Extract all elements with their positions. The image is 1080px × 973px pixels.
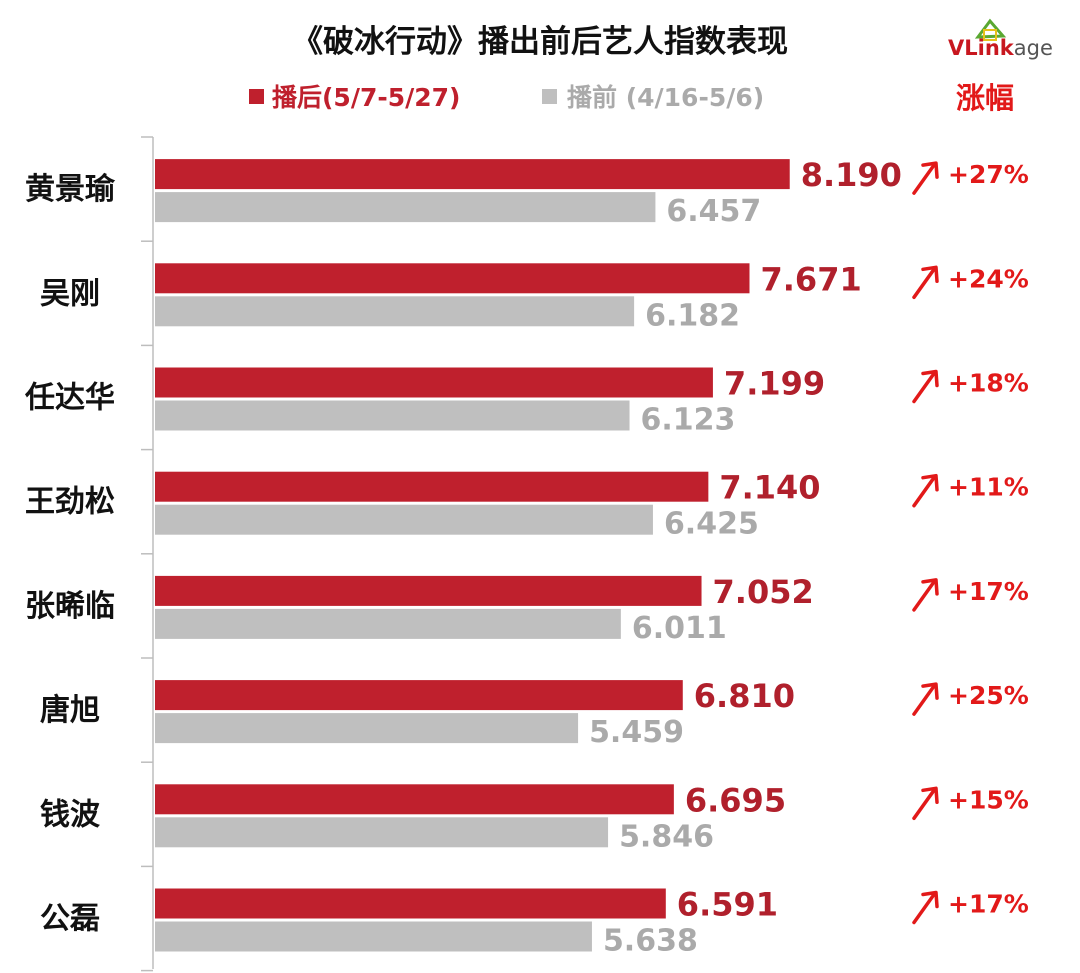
value-label-after: 6.810: [694, 677, 795, 715]
growth-value: +17%: [948, 577, 1029, 606]
chart-title: 《破冰行动》播出前后艺人指数表现: [292, 24, 788, 60]
category-label: 公磊: [40, 902, 100, 937]
up-arrow-icon: [912, 786, 939, 821]
bars-layer: [155, 159, 790, 952]
bar-before: [155, 192, 656, 223]
value-label-after: 6.591: [677, 886, 778, 924]
legend-swatch-after: [249, 89, 264, 104]
growth-value: +27%: [948, 160, 1029, 189]
bar-after: [155, 471, 709, 502]
bar-after: [155, 159, 790, 190]
up-arrow-icon: [912, 473, 939, 508]
bar-before: [155, 400, 630, 431]
value-label-before: 5.638: [603, 924, 698, 959]
category-label: 唐旭: [40, 693, 100, 728]
bar-after: [155, 888, 666, 919]
value-label-after: 7.052: [713, 573, 814, 611]
category-label: 任达华: [24, 381, 115, 416]
value-label-before: 5.846: [619, 819, 714, 854]
value-label-after: 6.695: [685, 781, 786, 819]
bar-after: [155, 784, 674, 815]
value-label-after: 7.671: [761, 260, 862, 298]
up-arrow-icon: [912, 369, 939, 404]
legend-label-after: 播后(5/7-5/27): [272, 83, 460, 112]
category-ticks: [141, 136, 153, 972]
bar-after: [155, 263, 750, 294]
bar-before: [155, 504, 653, 535]
value-label-before: 6.011: [632, 611, 727, 646]
bar-before: [155, 921, 592, 952]
legend-label-before: 播前 (4/16-5/6): [567, 83, 764, 112]
bar-after: [155, 575, 702, 606]
logo-text-main: VLink: [948, 36, 1015, 60]
up-arrow-icon: [912, 265, 939, 300]
up-arrow-icon: [912, 161, 939, 195]
logo-text-suffix: age: [1014, 36, 1053, 60]
value-label-after: 7.199: [724, 365, 825, 403]
category-label: 黄景瑜: [25, 172, 116, 207]
growth-value: +24%: [948, 264, 1029, 293]
category-label: 吴刚: [40, 276, 100, 311]
legend: 播后(5/7-5/27) 播前 (4/16-5/6): [249, 83, 764, 112]
legend-swatch-before: [542, 89, 557, 104]
labels-layer: 黄景瑜 8.190 6.457 +27% 吴刚 7.671 6.182 +24% 任达华 7.19…: [24, 156, 1029, 958]
bar-before: [155, 713, 579, 744]
category-label: 张晞临: [25, 589, 115, 624]
growth-value: +18%: [948, 369, 1029, 398]
logo-text: VLinkage: [948, 36, 1053, 60]
bar-before: [155, 817, 609, 848]
value-label-before: 6.182: [645, 298, 740, 333]
value-label-before: 6.425: [664, 507, 759, 542]
up-arrow-icon: [912, 682, 939, 716]
growth-value: +11%: [948, 473, 1029, 502]
value-label-before: 6.123: [641, 403, 736, 438]
growth-value: +15%: [948, 785, 1029, 814]
value-label-after: 7.140: [719, 469, 820, 507]
category-label: 王劲松: [25, 485, 115, 520]
value-label-before: 6.457: [666, 194, 761, 229]
bar-after: [155, 680, 683, 711]
vlinkage-logo: VLinkage: [948, 18, 1053, 60]
growth-value: +17%: [948, 890, 1029, 919]
growth-header: 涨幅: [956, 81, 1014, 115]
house-logo-icon: [974, 18, 1007, 41]
growth-value: +25%: [948, 681, 1029, 710]
up-arrow-icon: [912, 890, 939, 925]
value-label-after: 8.190: [801, 156, 902, 194]
bar-after: [155, 367, 713, 398]
bar-before: [155, 296, 635, 327]
bar-before: [155, 608, 621, 639]
value-label-before: 5.459: [589, 715, 684, 750]
category-label: 钱波: [40, 797, 101, 832]
up-arrow-icon: [912, 578, 939, 612]
